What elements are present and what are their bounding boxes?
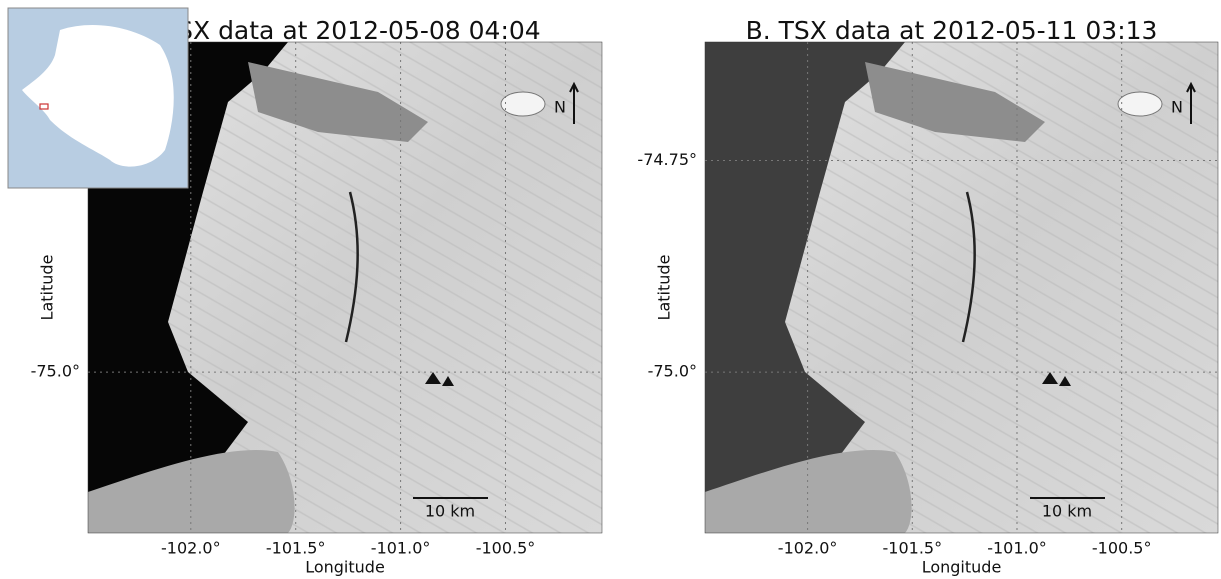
ice-rise xyxy=(501,92,545,116)
x-axis-label: Longitude xyxy=(922,558,1002,577)
scale-bar-label: 10 km xyxy=(1042,502,1092,521)
ice-rise xyxy=(1118,92,1162,116)
location-inset xyxy=(8,8,188,188)
x-tick-label: -102.0° xyxy=(161,539,221,558)
x-tick-label: -102.0° xyxy=(778,539,838,558)
scale-bar-label: 10 km xyxy=(425,502,475,521)
satellite-image xyxy=(705,42,1218,533)
x-axis-label: Longitude xyxy=(305,558,385,577)
north-label: N xyxy=(1171,98,1183,117)
x-tick-label: -100.5° xyxy=(476,539,536,558)
north-label: N xyxy=(554,98,566,117)
panel: -102.0° -101.5° -101.0° -100.5° -74.75° -75.0… xyxy=(637,16,1218,577)
y-tick-label: -74.75° xyxy=(637,150,697,169)
y-axis-label: Latitude xyxy=(655,255,674,321)
panel-title: A. TSX data at 2012-05-08 04:04 xyxy=(129,16,540,45)
y-tick-label: -75.0° xyxy=(648,362,697,381)
x-tick-label: -101.5° xyxy=(266,539,326,558)
y-tick-label: -75.0° xyxy=(31,362,80,381)
x-tick-label: -101.0° xyxy=(371,539,431,558)
x-tick-label: -101.5° xyxy=(883,539,943,558)
x-tick-label: -100.5° xyxy=(1092,539,1152,558)
figure: -102.0° -101.5° -101.0° -100.5° -75.0° A. TSX… xyxy=(0,0,1221,579)
y-axis-label: Latitude xyxy=(38,255,57,321)
x-tick-label: -101.0° xyxy=(987,539,1047,558)
panel-title: B. TSX data at 2012-05-11 03:13 xyxy=(746,16,1158,45)
